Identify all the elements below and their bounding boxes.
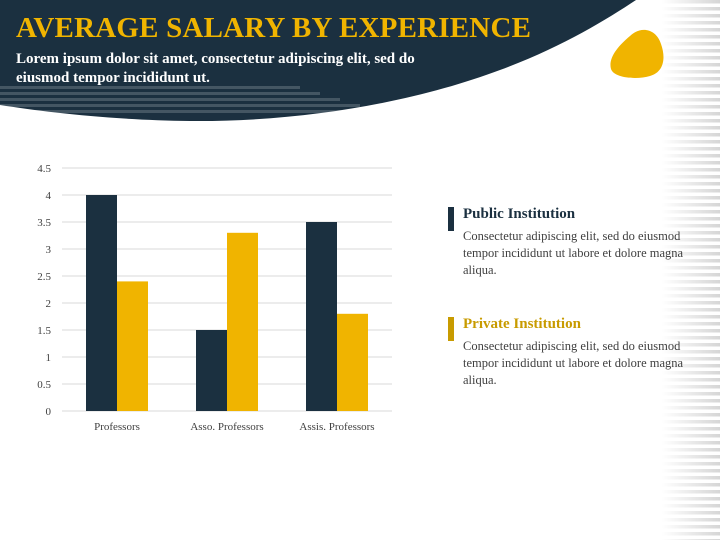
legend-private-swatch <box>448 317 454 341</box>
bar-public-2 <box>306 222 337 411</box>
x-category-label: Professors <box>94 421 140 433</box>
x-category-label: Asso. Professors <box>190 421 263 433</box>
legend-public-swatch <box>448 207 454 231</box>
y-tick-label: 1.5 <box>37 325 51 337</box>
header-wave <box>0 0 636 122</box>
y-tick-label: 2 <box>46 298 52 310</box>
chart-bars <box>86 195 368 411</box>
bar-public-1 <box>196 330 227 411</box>
bar-private-1 <box>227 232 258 411</box>
legend-public-name: Public Institution <box>463 206 576 222</box>
bar-private-2 <box>337 313 368 411</box>
page-title: AVERAGE SALARY BY EXPERIENCE <box>16 12 532 44</box>
y-tick-label: 1 <box>46 352 52 364</box>
y-tick-label: 3 <box>46 244 52 256</box>
y-tick-label: 4.5 <box>37 163 51 175</box>
x-category-label: Assis. Professors <box>299 421 374 433</box>
page-subtitle: Lorem ipsum dolor sit amet, consectetur … <box>16 51 415 86</box>
bar-public-0 <box>86 195 117 411</box>
y-tick-label: 0.5 <box>37 379 51 391</box>
y-tick-label: 4 <box>46 190 52 202</box>
chart-labels: 0 0.5 1 1.5 2 2.5 3 3.5 4 4.5 Professors Asso. Prof… <box>37 163 374 433</box>
bar-private-0 <box>117 281 148 411</box>
y-tick-label: 3.5 <box>37 217 51 229</box>
right-stripes <box>662 0 720 540</box>
y-tick-label: 2.5 <box>37 271 51 283</box>
yellow-blob <box>610 29 664 78</box>
header-stripes <box>0 86 380 113</box>
legend-public-desc: Consectetur adipiscing elit, sed do eius… <box>463 229 684 277</box>
y-tick-label: 0 <box>46 406 52 418</box>
legend-private-desc: Consectetur adipiscing elit, sed do eius… <box>463 339 684 387</box>
legend-private-name: Private Institution <box>463 316 581 332</box>
